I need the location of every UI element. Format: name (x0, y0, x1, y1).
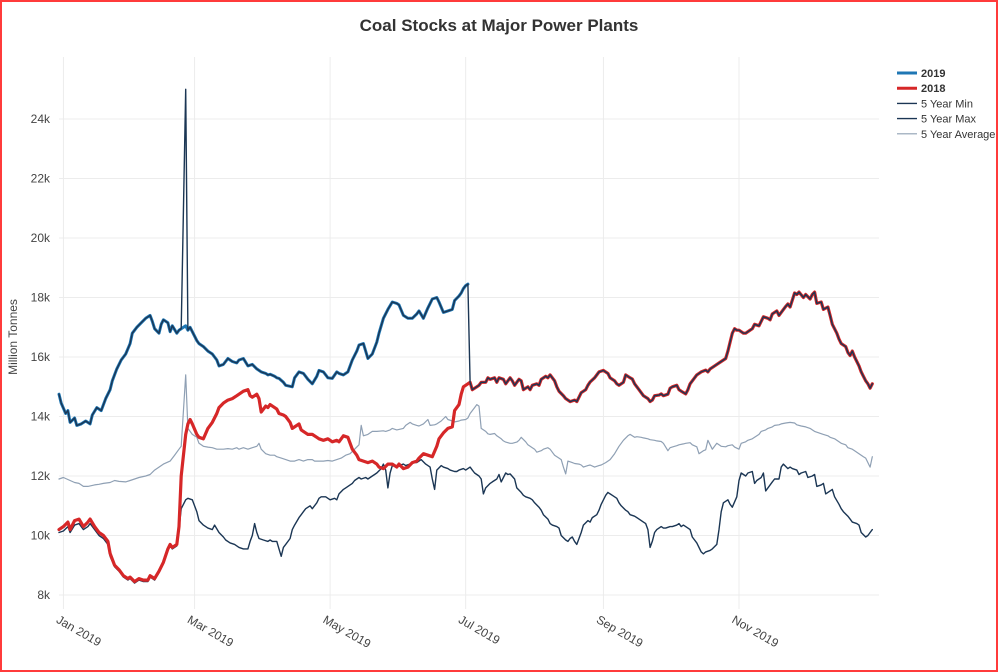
chart-title: Coal Stocks at Major Power Plants (360, 16, 639, 35)
legend-label: 5 Year Average (921, 129, 995, 141)
legend-item-5-year-average[interactable]: 5 Year Average (897, 129, 995, 141)
x-tick-label: Nov 2019 (730, 612, 782, 650)
y-tick-label: 20k (31, 231, 51, 245)
legend-item-5-year-min[interactable]: 5 Year Min (897, 98, 973, 110)
y-tick-label: 14k (31, 410, 51, 424)
legend-item-2019[interactable]: 2019 (897, 68, 945, 80)
x-tick-label: Mar 2019 (185, 612, 236, 650)
y-tick-label: 24k (31, 112, 51, 126)
series-line-5-year-min[interactable] (58, 458, 873, 584)
legend-item-2018[interactable]: 2018 (897, 83, 945, 95)
y-axis-tick-labels: 8k 10k 12k 14k 16k 18k 20k 22k 24k (31, 112, 51, 602)
x-tick-label: Jan 2019 (54, 612, 104, 649)
x-tick-label: Jul 2019 (456, 612, 503, 647)
series-line-5-year-max[interactable] (58, 88, 873, 427)
y-tick-label: 12k (31, 469, 51, 483)
y-tick-label: 8k (37, 588, 51, 602)
x-tick-label: Sep 2019 (594, 612, 646, 650)
series-lines (57, 88, 874, 584)
x-axis-tick-labels: Jan 2019 Mar 2019 May 2019 Jul 2019 Sep 2019… (54, 612, 781, 651)
y-tick-label: 16k (31, 350, 51, 364)
y-axis-title: Million Tonnes (6, 299, 20, 375)
y-tick-label: 10k (31, 529, 51, 543)
legend-label: 5 Year Min (921, 98, 973, 110)
legend-label: 2018 (921, 83, 945, 95)
x-tick-label: May 2019 (321, 612, 374, 651)
y-tick-label: 18k (31, 291, 51, 305)
y-tick-label: 22k (31, 172, 51, 186)
legend-item-5-year-max[interactable]: 5 Year Max (897, 114, 977, 126)
series-line-5-year-average[interactable] (58, 374, 873, 487)
legend-label: 5 Year Max (921, 114, 977, 126)
legend: 2019 2018 5 Year Min 5 Year Max 5 Year Avera… (897, 68, 995, 141)
legend-label: 2019 (921, 68, 945, 80)
